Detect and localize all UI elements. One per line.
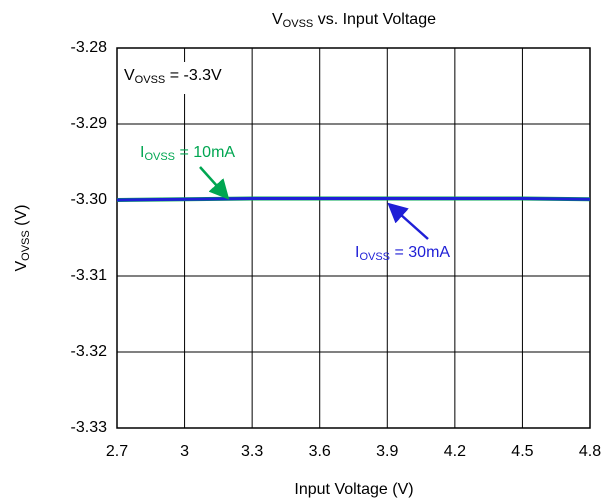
- series-label-part: I: [140, 144, 144, 161]
- y-axis-label-part: V: [13, 261, 30, 272]
- x-tick-label: 4.5: [511, 443, 533, 460]
- y-tick-label: -3.28: [71, 39, 108, 56]
- annotation-part: = -3.3V: [165, 67, 222, 84]
- y-tick-label: -3.29: [71, 115, 108, 132]
- annotation: VOVSS = -3.3V: [124, 67, 222, 86]
- series-label: IOVSS = 30mA: [355, 244, 450, 263]
- y-tick-label: -3.32: [71, 343, 108, 360]
- series-label: IOVSS = 10mA: [140, 144, 235, 163]
- y-tick-label: -3.30: [71, 191, 108, 208]
- x-tick-label: 4.8: [579, 443, 601, 460]
- y-axis-label-part: OVSS: [20, 230, 32, 261]
- x-tick-label: 4.2: [444, 443, 466, 460]
- chart-title-part: V: [272, 11, 283, 28]
- chart-title-part: vs. Input Voltage: [313, 11, 436, 28]
- chart-title: VOVSS vs. Input Voltage: [272, 11, 436, 30]
- chart-title-part: OVSS: [283, 18, 314, 30]
- x-tick-label: 3.6: [309, 443, 331, 460]
- x-tick-label: 2.7: [106, 443, 128, 460]
- annotation-box: [119, 62, 237, 94]
- annotation-arrow: [387, 202, 429, 240]
- annotation-arrow: [199, 166, 230, 200]
- y-tick-label: -3.31: [71, 267, 108, 284]
- series-label-part: OVSS: [359, 251, 390, 263]
- x-axis-label: Input Voltage (V): [294, 481, 413, 498]
- annotation-part: OVSS: [135, 74, 166, 86]
- series-label-part: OVSS: [144, 151, 175, 163]
- x-tick-label: 3: [180, 443, 189, 460]
- x-tick-label: 3.9: [376, 443, 398, 460]
- plot-border: [116, 47, 591, 429]
- series-label-part: I: [355, 244, 359, 261]
- y-axis-label: VOVSS (V): [13, 204, 32, 271]
- y-axis-label-part: (V): [13, 204, 30, 230]
- annotation-part: V: [124, 67, 135, 84]
- series-label-part: = 30mA: [390, 244, 450, 261]
- series-label-part: = 10mA: [175, 144, 235, 161]
- series-line: [116, 196, 591, 202]
- y-tick-label: -3.33: [71, 419, 108, 436]
- x-tick-label: 3.3: [241, 443, 263, 460]
